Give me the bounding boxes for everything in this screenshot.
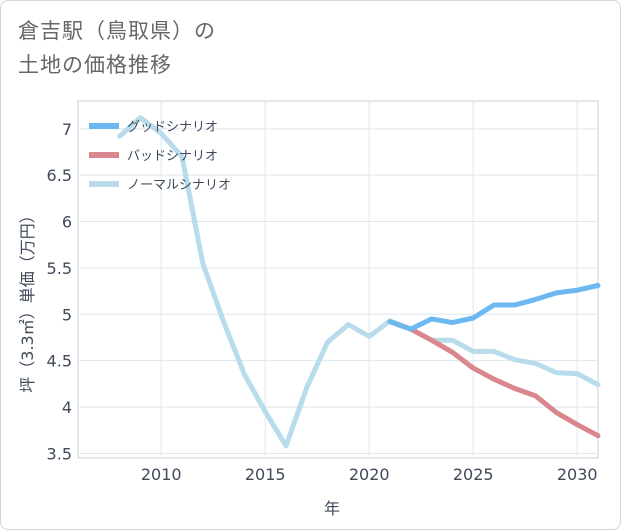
series-line-2	[117, 115, 601, 449]
series-line-1	[387, 319, 601, 439]
y-tick-label: 6.5	[47, 166, 72, 185]
y-tick-label: 5.5	[47, 259, 72, 278]
legend-label-2: ノーマルシナリオ	[127, 178, 231, 193]
chart-title: 倉吉駅（鳥取県）の 土地の価格推移	[18, 14, 216, 82]
x-tick-label: 2025	[453, 465, 494, 484]
chart-title-line1: 倉吉駅（鳥取県）の	[18, 19, 216, 43]
y-tick-label: 4.5	[47, 352, 72, 371]
x-axis-label: 年	[324, 499, 340, 518]
series-line-0	[387, 283, 601, 332]
x-tick-labels: 2010 2015 2020 2025 2030	[141, 465, 598, 484]
x-tick-label: 2015	[245, 465, 286, 484]
x-tick-label: 2020	[349, 465, 390, 484]
legend-label-0: グッドシナリオ	[127, 120, 218, 135]
y-tick-label: 5	[62, 305, 72, 324]
chart-title-line2: 土地の価格推移	[18, 53, 172, 77]
series-lines	[117, 115, 601, 449]
x-tick-label: 2010	[141, 465, 182, 484]
y-tick-label: 4	[62, 398, 72, 417]
x-tick-label: 2030	[557, 465, 598, 484]
y-axis-label: 坪（3.3㎡）単価（万円）	[18, 207, 37, 392]
legend-label-1: バッドシナリオ	[127, 149, 218, 164]
plot-area	[77, 100, 599, 459]
y-tick-label: 3.5	[47, 444, 72, 463]
y-tick-label: 7	[62, 120, 72, 139]
y-tick-labels: 3.5 4 4.5 5 5.5 6 6.5 7	[47, 120, 72, 464]
y-tick-label: 6	[62, 213, 72, 232]
